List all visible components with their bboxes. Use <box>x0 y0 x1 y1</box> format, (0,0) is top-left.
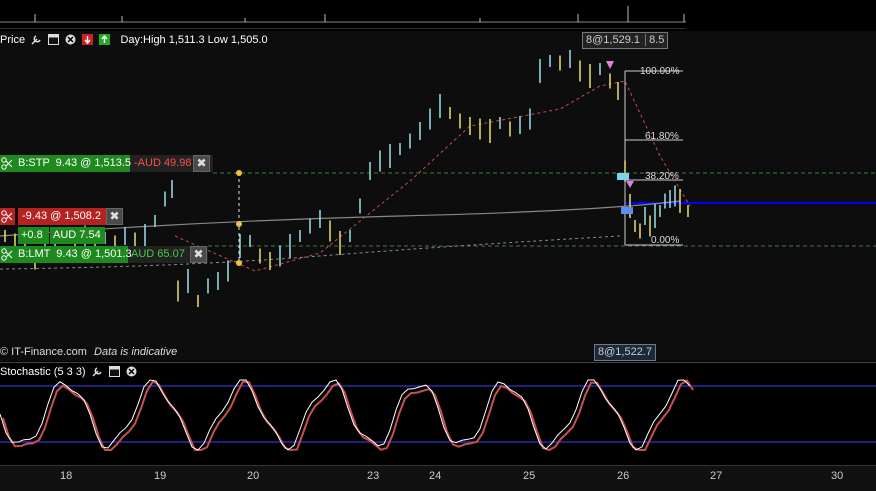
price-chart-panel[interactable] <box>0 31 876 361</box>
position-qty-price: -9.43 @ 1,508.2 <box>18 208 108 225</box>
limit-order-type: B:LMT <box>18 248 51 260</box>
buy-marker <box>621 207 633 214</box>
price-panel-header: Price Day:High 1,511.3 Low 1,505.0 <box>0 32 268 48</box>
price-tag-bottom-text: 8@1,522.7 <box>598 346 652 358</box>
moving-average <box>0 200 681 237</box>
wrench-icon[interactable] <box>92 366 103 377</box>
price-chart[interactable] <box>0 31 876 361</box>
stochastic-header: Stochastic (5 3 3) <box>0 364 140 380</box>
price-tag-bottom: 8@1,522.7 <box>594 344 656 361</box>
order-icon[interactable] <box>0 155 15 172</box>
close-icon[interactable] <box>126 366 137 377</box>
limit-order-line[interactable]: B:LMT 9.43 @ 1,501.3 AUD 65.07 ✖ <box>0 246 208 263</box>
position-line[interactable]: -9.43 @ 1,508.2 ✖ <box>0 208 123 225</box>
stoch-k-line <box>0 379 691 451</box>
indicative-note: Data is indicative <box>94 346 178 358</box>
fib-100: 100.00% <box>640 66 680 77</box>
stochastic-panel[interactable] <box>0 362 876 465</box>
stop-order-pl: -AUD 49.98 <box>134 157 192 169</box>
x-axis <box>0 465 876 491</box>
fib-0: 0.00% <box>651 235 680 246</box>
stop-order-qty-price: 9.43 @ 1,513.5 <box>55 157 132 169</box>
arrow-down-marker <box>606 61 614 69</box>
sell-icon[interactable] <box>82 34 94 45</box>
stochastic-chart[interactable] <box>0 362 876 464</box>
stop-order-line[interactable]: B:STP 9.43 @ 1,513.5 -AUD 49.98 ✖ <box>0 155 213 172</box>
x-tick-25: 25 <box>523 470 536 482</box>
price-label: Price <box>0 34 26 46</box>
fib-382: 38.20% <box>645 171 679 182</box>
limit-order-label: B:LMT 9.43 @ 1,501.3 <box>15 246 132 263</box>
x-tick-24: 24 <box>429 470 442 482</box>
top-indicator-panel <box>0 0 686 29</box>
range-marker-dot <box>236 170 242 176</box>
sell-marker <box>617 173 629 180</box>
stop-order-label: B:STP 9.43 @ 1,513.5 <box>15 155 132 172</box>
price-tag-top-text: 8@1,529.1 <box>586 34 640 46</box>
x-tick-19: 19 <box>154 470 167 482</box>
position-close-button[interactable]: ✖ <box>106 208 123 225</box>
arrow-down-marker <box>626 181 634 188</box>
stop-order-type: B:STP <box>18 157 50 169</box>
limit-order-qty-price: 9.43 @ 1,501.3 <box>56 248 132 260</box>
range-marker-dot <box>236 221 242 227</box>
order-icon[interactable] <box>0 246 15 263</box>
window-icon[interactable] <box>48 34 60 45</box>
x-tick-23: 23 <box>367 470 380 482</box>
x-tick-30: 30 <box>831 470 844 482</box>
stochastic-label: Stochastic (5 3 3) <box>0 366 86 378</box>
x-tick-18: 18 <box>60 470 73 482</box>
stoch-d-line <box>2 379 694 452</box>
day-high-low: Day:High 1,511.3 Low 1,505.0 <box>120 34 268 46</box>
limit-order-cancel-button[interactable]: ✖ <box>190 246 207 263</box>
stop-order-cancel-button[interactable]: ✖ <box>193 155 210 172</box>
window-icon[interactable] <box>108 366 120 377</box>
position-pl-line: +0.8 AUD 7.54 <box>0 227 106 244</box>
watermark: © IT-Finance.com <box>0 346 87 358</box>
close-icon[interactable] <box>65 34 76 45</box>
x-tick-27: 27 <box>710 470 723 482</box>
range-marker-dot <box>236 260 242 266</box>
price-tag-top: 8@1,529.1 8.5 <box>582 32 669 49</box>
fib-618: 61.80% <box>645 131 679 142</box>
x-tick-26: 26 <box>617 470 630 482</box>
slow-average <box>0 235 621 270</box>
x-tick-20: 20 <box>247 470 260 482</box>
watermark-line: © IT-Finance.com Data is indicative <box>0 346 177 358</box>
limit-order-pl: AUD 65.07 <box>131 248 185 260</box>
position-points: +0.8 <box>18 227 49 244</box>
top-indicator-chart <box>0 6 686 23</box>
price-tag-top-value: 8.5 <box>645 34 665 46</box>
buy-icon[interactable] <box>99 34 111 45</box>
trend-line <box>174 80 691 272</box>
wrench-icon[interactable] <box>31 34 42 45</box>
position-aud: AUD 7.54 <box>50 227 105 244</box>
order-icon[interactable] <box>0 208 15 225</box>
